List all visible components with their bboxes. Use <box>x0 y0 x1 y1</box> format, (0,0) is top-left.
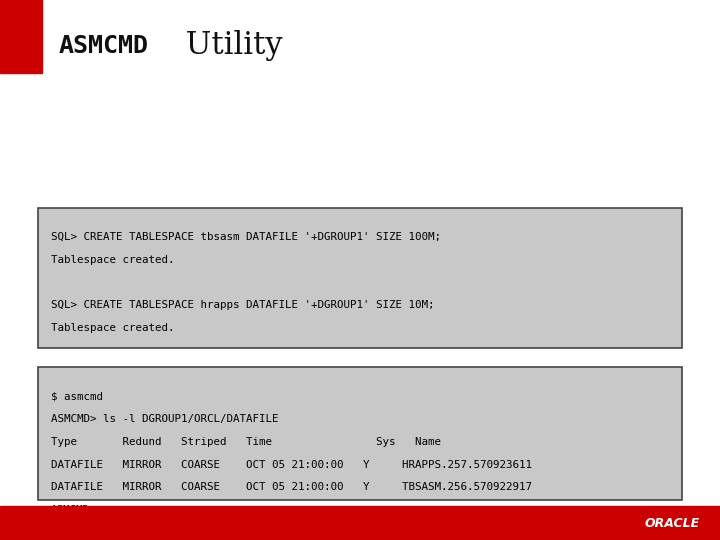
Bar <box>0 506 720 540</box>
Text: SQL> CREATE TABLESPACE hrapps DATAFILE '+DGROUP1' SIZE 10M;: SQL> CREATE TABLESPACE hrapps DATAFILE '… <box>51 300 435 310</box>
Bar <box>0 0 42 73</box>
Text: DATAFILE   MIRROR   COARSE    OCT 05 21:00:00   Y     HRAPPS.257.570923611: DATAFILE MIRROR COARSE OCT 05 21:00:00 Y… <box>51 460 532 470</box>
Text: $ asmcmd: $ asmcmd <box>51 392 103 402</box>
Text: Tablespace created.: Tablespace created. <box>51 323 175 333</box>
FancyBboxPatch shape <box>38 208 682 348</box>
Text: ASMCMD: ASMCMD <box>59 34 149 58</box>
Text: ASMCMD> ls -l DGROUP1/ORCL/DATAFILE: ASMCMD> ls -l DGROUP1/ORCL/DATAFILE <box>51 414 279 424</box>
Text: ORACLE: ORACLE <box>644 517 700 530</box>
Text: Utility: Utility <box>176 30 283 62</box>
Text: SQL> CREATE TABLESPACE tbsasm DATAFILE '+DGROUP1' SIZE 100M;: SQL> CREATE TABLESPACE tbsasm DATAFILE '… <box>51 232 441 242</box>
FancyBboxPatch shape <box>38 367 682 500</box>
Text: DATAFILE   MIRROR   COARSE    OCT 05 21:00:00   Y     TBSASM.256.570922917: DATAFILE MIRROR COARSE OCT 05 21:00:00 Y… <box>51 482 532 492</box>
Text: ASMCMD>: ASMCMD> <box>51 505 96 515</box>
Text: Type       Redund   Striped   Time                Sys   Name: Type Redund Striped Time Sys Name <box>51 437 441 447</box>
Text: Tablespace created.: Tablespace created. <box>51 255 175 265</box>
